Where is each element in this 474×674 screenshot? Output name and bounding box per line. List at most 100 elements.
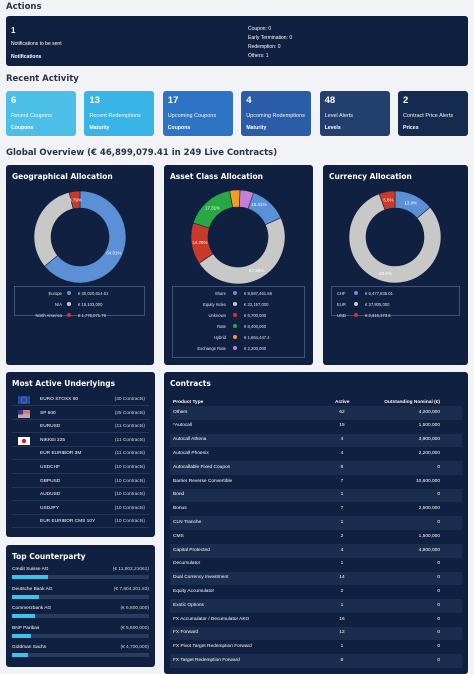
legend-item[interactable]: Rate € 8,400,000: [173, 323, 304, 331]
contract-row[interactable]: Dual Currency Investment 14 0: [170, 571, 462, 586]
contract-row[interactable]: Equity Accumulator 2 0: [170, 585, 462, 599]
donut-slice-n-a[interactable]: [33, 191, 74, 267]
underlying-row[interactable]: EURUSD (11 Contracts): [12, 421, 149, 434]
donut-slice-eur[interactable]: [348, 193, 442, 284]
legend-item[interactable]: Unknown € 6,700,000: [173, 312, 304, 320]
tile-label: Recent Redemptions: [89, 113, 141, 119]
actions-count: 1: [11, 26, 16, 35]
legend-item[interactable]: Europe € 30,020,614.61: [15, 290, 144, 298]
legend-item[interactable]: CHF € 6,477,835.01: [332, 290, 459, 298]
counterparty-value: (€ 4,700,000): [120, 645, 149, 650]
legend-label: EUR: [337, 302, 346, 307]
legend-item[interactable]: N/A € 15,103,000: [15, 301, 144, 309]
actions-subtitle: Notifications to be sent: [11, 41, 62, 47]
underlying-name: NIKKEI 225: [40, 437, 66, 443]
asset-legend: Share € 8,587,461.56 Equity Index € 22,157,…: [172, 286, 305, 358]
underlying-row[interactable]: AUDUSD (10 Contracts): [12, 489, 149, 502]
activity-tile[interactable]: 48 Level Alerts Levels: [319, 91, 390, 136]
underlying-row[interactable]: EUR EURIBOR 3M (11 Contracts): [12, 448, 149, 461]
contract-row[interactable]: Bonus 7 2,500,000: [170, 503, 462, 517]
contract-row[interactable]: Others 62 4,200,000: [170, 406, 462, 420]
counterparty-value: (€ 7,804,201.83): [113, 586, 149, 592]
contract-active: 4: [340, 547, 344, 553]
detail-coupon: Coupon: 0: [248, 26, 272, 32]
tile-category: Coupons: [11, 125, 34, 131]
legend-value: € 1,776,071.79: [78, 313, 106, 318]
contract-nominal: 0: [437, 492, 440, 498]
underlying-count: (10 Contracts): [114, 519, 145, 525]
legend-item[interactable]: EUR € 37,805,000: [332, 301, 459, 309]
header-product-type[interactable]: Product Type: [173, 399, 204, 405]
contract-row[interactable]: Decumulator 1 0: [170, 558, 462, 572]
contract-product-type: FX Accumulator / Decumulator AKO: [173, 616, 250, 622]
underlying-row[interactable]: GBPUSD (10 Contracts): [12, 476, 149, 488]
actions-panel[interactable]: 1 Notifications to be sent Notifications…: [6, 16, 468, 66]
legend-swatch: [354, 302, 358, 306]
contract-nominal: 0: [437, 602, 440, 608]
header-active[interactable]: Active: [335, 399, 350, 405]
counterparty-row[interactable]: BNP Paribas (€ 5,600,000): [12, 626, 149, 645]
underlying-count: (10 Contracts): [114, 465, 145, 470]
donut-slice-exchange-rate[interactable]: [239, 189, 255, 210]
counterparty-row[interactable]: Commerzbank AG (€ 6,800,000): [12, 606, 149, 625]
activity-tile[interactable]: 13 Recent Redemptions Maturity: [84, 91, 155, 136]
contract-row[interactable]: CLN Tranche 1 0: [170, 516, 462, 530]
contract-row[interactable]: Capital Protected 4 4,800,000: [170, 544, 462, 558]
legend-value: € 15,103,000: [78, 302, 103, 307]
activity-tile[interactable]: 17 Upcoming Coupons Coupons: [162, 91, 233, 136]
underlying-count: (10 Contracts): [114, 492, 145, 498]
donut-slice-usd[interactable]: [378, 190, 396, 211]
contract-row[interactable]: FX Pivot Target Redemption Forward 1 0: [170, 641, 462, 655]
counterparty-row[interactable]: Goldman Sachs (€ 4,700,000): [12, 645, 149, 664]
contract-nominal: 0: [437, 644, 440, 650]
donut-slice-equity-index[interactable]: [198, 217, 286, 285]
contract-row[interactable]: Autocall Athena 4 3,900,000: [170, 433, 462, 448]
contract-row[interactable]: Bond 1 0: [170, 488, 462, 503]
legend-item[interactable]: Equity Index € 22,157,000: [173, 301, 304, 309]
contract-row[interactable]: FX Accumulator / Decumulator AKO 16 0: [170, 613, 462, 627]
contract-row[interactable]: FX Target Redemption Forward 8 0: [170, 654, 462, 668]
underlying-row[interactable]: NIKKEI 225 (11 Contracts): [12, 435, 149, 447]
contracts-card: Contracts Product Type Active Outstandin…: [164, 372, 468, 674]
underlying-row[interactable]: USDJPY (10 Contracts): [12, 503, 149, 515]
contract-active: 12: [339, 630, 345, 636]
donut-slice-europe[interactable]: [44, 190, 127, 284]
legend-value: € 37,805,000: [365, 302, 390, 307]
activity-tile[interactable]: 4 Upcoming Redemptions Maturity: [241, 91, 312, 136]
contract-row[interactable]: Autocallable Fixed Coupon 6 0: [170, 461, 462, 475]
tile-category: Prices: [403, 125, 419, 131]
legend-item[interactable]: Share € 8,587,461.56: [173, 290, 304, 298]
contract-active: 14: [339, 575, 345, 581]
contract-row[interactable]: CMS 2 1,500,000: [170, 530, 462, 544]
contract-active: 4: [340, 450, 344, 456]
activity-tile[interactable]: 6 Recent Coupons Coupons: [6, 91, 76, 136]
counterparty-row[interactable]: Credit Suisse AG (€ 11,802,21061): [12, 567, 149, 586]
legend-label: N/A: [55, 302, 62, 307]
asset-card: Asset Class Allocation 18.31% 47.25% 14.29…: [164, 165, 313, 365]
contract-nominal: 0: [437, 464, 440, 470]
contract-row[interactable]: Barrier Reverse Convertible 7 10,600,000: [170, 475, 462, 489]
underlying-row[interactable]: USDCHF (10 Contracts): [12, 462, 149, 474]
underlying-count: (10 Contracts): [114, 478, 145, 484]
contract-row[interactable]: *Autocall 15 1,500,000: [170, 420, 462, 434]
donut-slice-north-america[interactable]: [68, 190, 81, 210]
legend-item[interactable]: USD € 2,616,373.6: [332, 312, 459, 320]
legend-item[interactable]: Exchange Rate € 2,200,000: [173, 345, 304, 353]
underlying-row[interactable]: EUR EURIBOR CMS 10Y (10 Contracts): [12, 516, 149, 529]
underlying-row[interactable]: EURO STOXX 50 (40 Contracts): [12, 394, 149, 406]
counterparty-bar: [12, 575, 48, 579]
contract-nominal: 0: [437, 519, 440, 525]
counterparty-row[interactable]: Deutsche Bank AG (€ 7,804,201.83): [12, 587, 149, 606]
underlying-name: SP 500: [40, 410, 56, 416]
contract-active: 15: [339, 423, 345, 429]
legend-item[interactable]: North America € 1,776,071.79: [15, 312, 144, 320]
legend-swatch: [233, 335, 237, 339]
legend-item[interactable]: Hybrid € 1,664,447.4: [173, 334, 304, 342]
contract-row[interactable]: Autocall Phoenix 4 2,200,000: [170, 447, 462, 461]
contract-row[interactable]: Exotic Options 1 0: [170, 599, 462, 613]
underlying-name: USDJPY: [40, 505, 59, 511]
underlying-row[interactable]: SP 500 (25 Contracts): [12, 408, 149, 420]
activity-tile[interactable]: 2 Contract Price Alerts Prices: [398, 91, 468, 136]
contract-row[interactable]: FX Forward 12 0: [170, 626, 462, 641]
header-outstanding-nominal[interactable]: Outstanding Nominal (€): [384, 399, 440, 405]
